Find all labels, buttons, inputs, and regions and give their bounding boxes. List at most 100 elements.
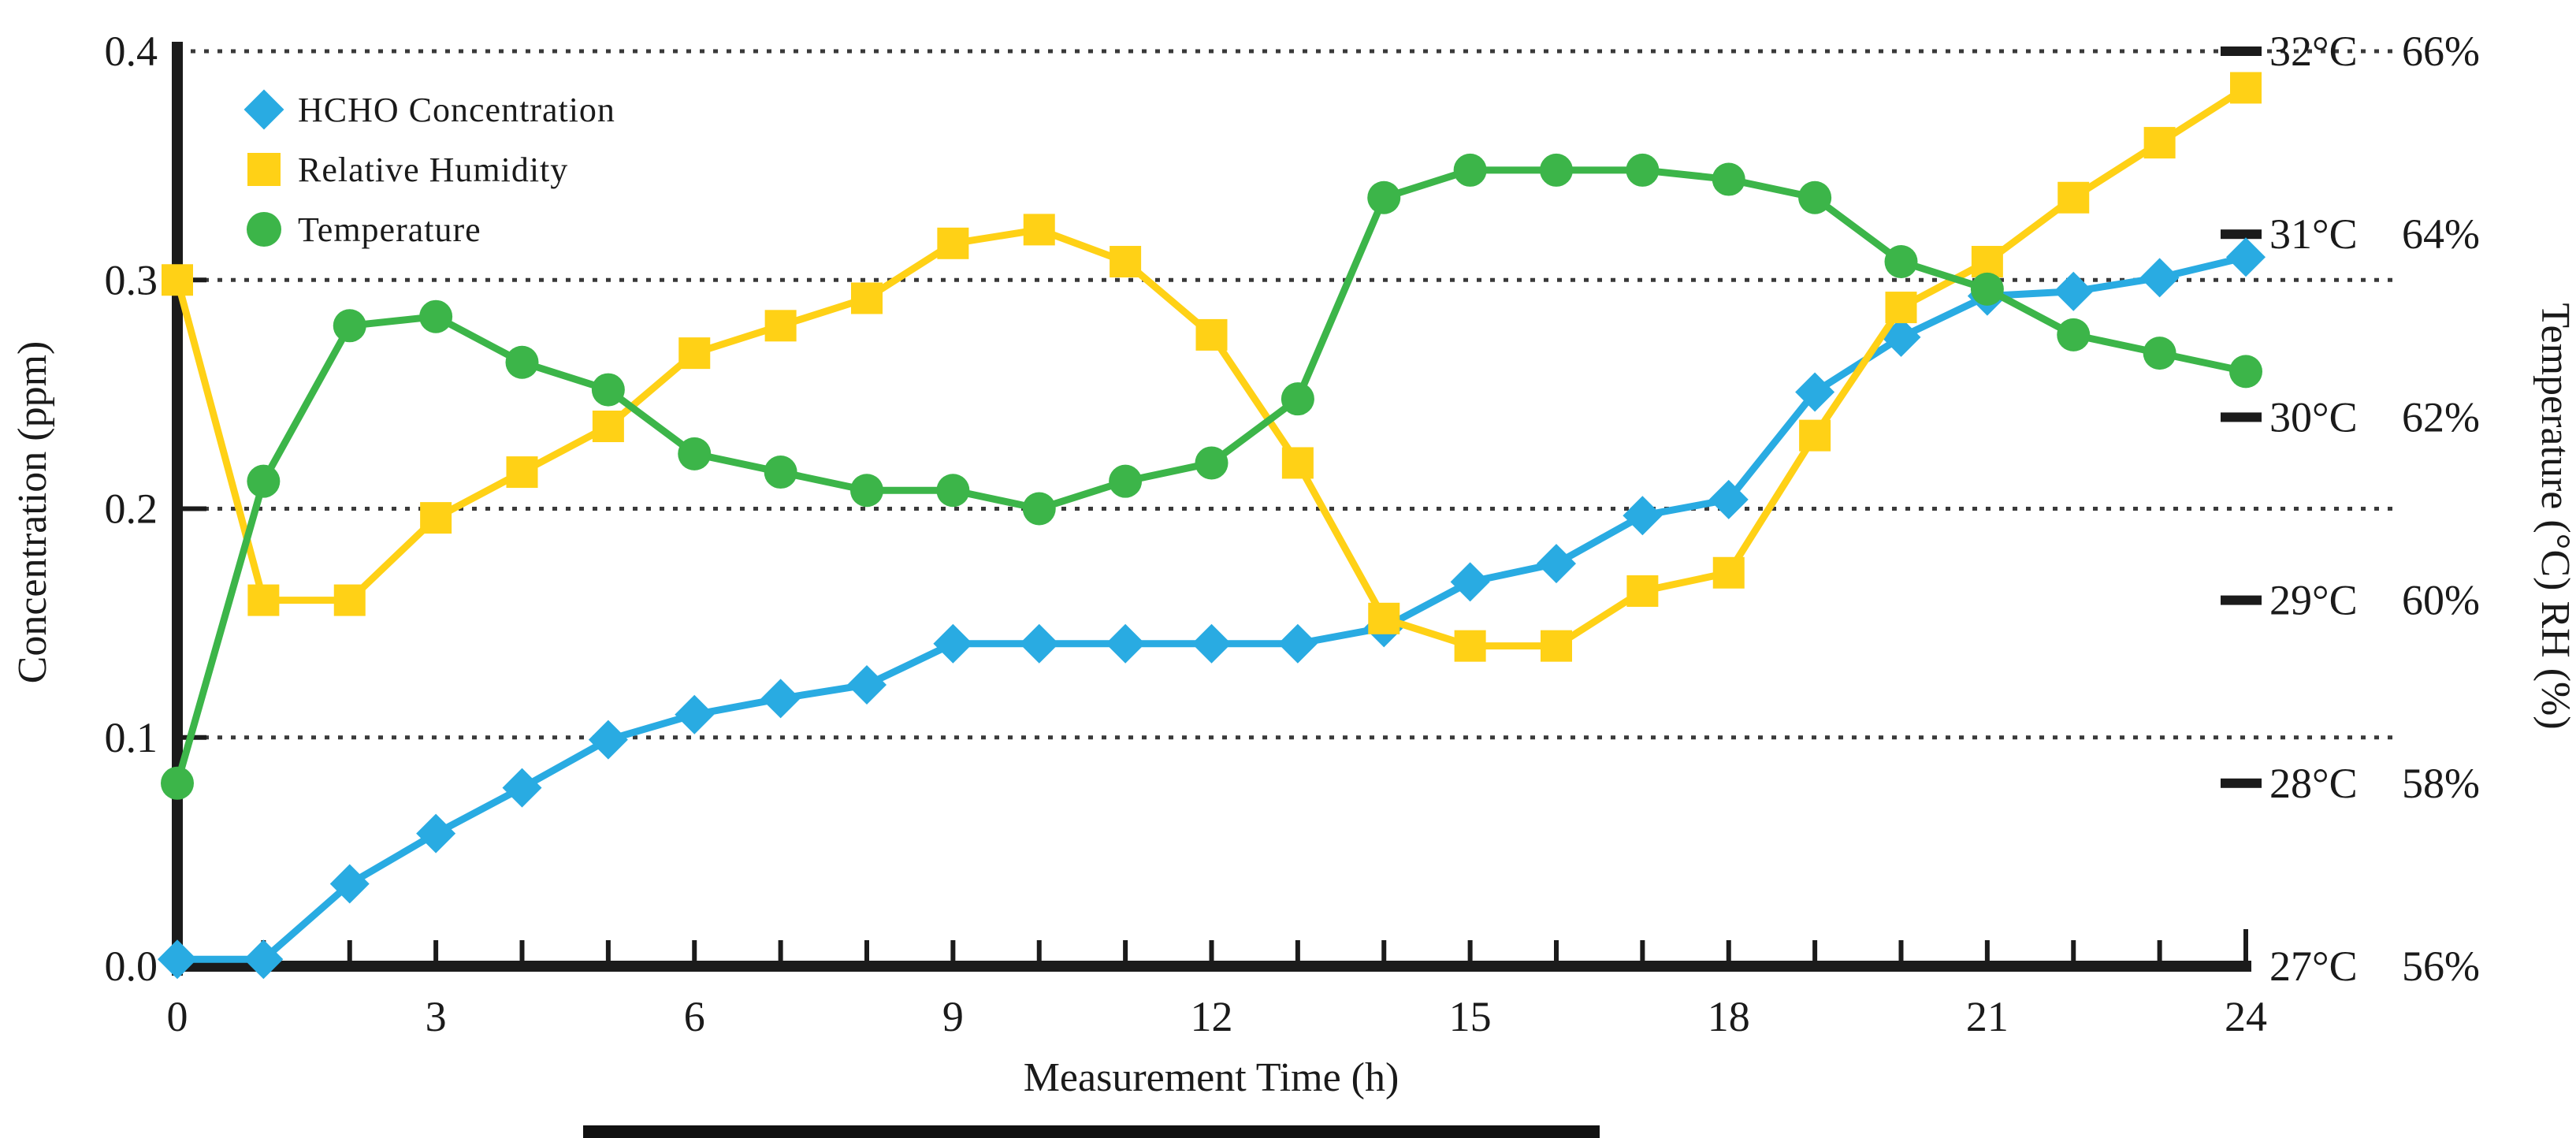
x-tick <box>433 940 439 961</box>
x-tick <box>1726 940 1731 961</box>
x-tick-label: 3 <box>426 993 447 1040</box>
data-point-square <box>1368 602 1400 634</box>
data-point-square <box>678 337 711 370</box>
hcho-diamond-icon <box>230 89 298 130</box>
temperature-circle-icon <box>230 212 298 247</box>
data-point-diamond <box>1537 544 1576 584</box>
data-point-diamond <box>1191 623 1232 664</box>
x-tick <box>1381 940 1387 961</box>
left-tick <box>183 277 206 283</box>
data-point-square <box>851 282 883 314</box>
right-tick <box>2221 229 2262 240</box>
data-point-square <box>1885 292 1917 324</box>
right-rh-tick-label: 58% <box>2402 760 2480 807</box>
data-point-diamond <box>760 679 801 719</box>
data-point-diamond <box>675 694 715 734</box>
data-point-square <box>333 584 366 616</box>
right-temp-tick-label: 29°C <box>2269 577 2358 624</box>
data-point-circle <box>2143 337 2176 370</box>
data-point-circle <box>1540 153 1573 187</box>
data-point-square <box>506 456 538 489</box>
data-point-square <box>162 264 193 296</box>
data-point-circle <box>2229 355 2262 389</box>
data-point-diamond <box>502 768 542 808</box>
data-point-circle <box>247 464 281 498</box>
x-tick-label: 18 <box>1708 993 1750 1040</box>
x-tick <box>2157 940 2162 961</box>
x-tick <box>1209 940 1214 961</box>
right-temp-tick-label: 31°C <box>2269 210 2358 258</box>
legend-item-hcho: HCHO Concentration <box>230 85 615 134</box>
data-point-diamond <box>1795 372 1835 412</box>
left-tick <box>183 734 206 740</box>
data-point-diamond <box>1450 562 1490 602</box>
data-point-diamond <box>2139 258 2180 298</box>
right-temp-tick-label: 28°C <box>2269 760 2358 807</box>
right-rh-tick-label: 66% <box>2402 28 2480 75</box>
data-point-square <box>2057 181 2090 214</box>
x-tick-label: 6 <box>684 993 705 1040</box>
data-point-circle <box>419 299 453 333</box>
right-y-axis-title: Temperature (°C) RH (%) <box>2533 303 2576 729</box>
right-temp-tick-label: 27°C <box>2269 943 2358 990</box>
data-point-diamond <box>1708 479 1749 519</box>
x-tick-label: 0 <box>167 993 188 1040</box>
x-tick-label: 12 <box>1191 993 1233 1040</box>
data-point-square <box>1023 214 1055 246</box>
x-tick <box>2071 940 2076 961</box>
data-point-circle <box>1281 382 1314 416</box>
data-point-square <box>2230 72 2262 104</box>
data-point-circle <box>1453 153 1487 187</box>
left-y-axis-title: Concentration (ppm) <box>10 341 55 684</box>
data-point-square <box>1454 630 1486 662</box>
x-tick <box>864 940 869 961</box>
data-point-diamond <box>588 720 628 760</box>
x-tick-label: 24 <box>2225 993 2267 1040</box>
left-tick <box>183 506 206 511</box>
y-axis-line <box>172 42 183 976</box>
x-tick <box>1984 940 1990 961</box>
data-point-circle <box>505 345 539 379</box>
data-point-square <box>937 227 969 259</box>
data-point-square <box>1281 447 1314 479</box>
data-point-square <box>1712 556 1745 589</box>
data-point-diamond <box>1106 623 1146 664</box>
x-tick <box>1036 940 1042 961</box>
data-point-diamond <box>243 939 284 980</box>
x-tick <box>1554 940 1559 961</box>
right-tick <box>2221 46 2262 56</box>
data-point-diamond <box>329 864 370 904</box>
x-axis-line <box>172 961 2251 972</box>
right-rh-tick-label: 56% <box>2402 943 2480 990</box>
data-point-square <box>1971 246 2003 278</box>
data-point-circle <box>1367 180 1401 214</box>
data-point-circle <box>333 309 366 343</box>
data-point-square <box>247 584 280 616</box>
data-point-diamond <box>416 813 456 854</box>
series-line-diamond <box>173 253 2250 963</box>
data-point-circle <box>850 474 883 508</box>
right-rh-tick-label: 62% <box>2402 393 2480 441</box>
x-tick <box>347 940 352 961</box>
data-point-circle <box>591 373 625 407</box>
data-point-circle <box>1712 162 1745 196</box>
data-point-circle <box>1798 180 1832 214</box>
x-tick-label: 15 <box>1449 993 1492 1040</box>
x-axis-title: Measurement Time (h) <box>1024 1055 1400 1100</box>
data-point-circle <box>678 437 712 470</box>
data-point-circle <box>764 456 797 489</box>
bottom-partial-bar <box>583 1125 1600 1138</box>
data-point-circle <box>1884 245 1918 279</box>
data-point-square <box>1626 575 1659 607</box>
right-temp-tick-label: 32°C <box>2269 28 2358 75</box>
x-tick-label: 21 <box>1966 993 2009 1040</box>
legend-label-temperature: Temperature <box>298 210 481 249</box>
x-tick <box>1812 940 1818 961</box>
data-point-diamond <box>933 623 973 664</box>
x-tick <box>778 940 783 961</box>
data-point-diamond <box>2054 271 2094 311</box>
data-point-square <box>1541 630 1572 662</box>
humidity-square-icon <box>230 153 298 186</box>
